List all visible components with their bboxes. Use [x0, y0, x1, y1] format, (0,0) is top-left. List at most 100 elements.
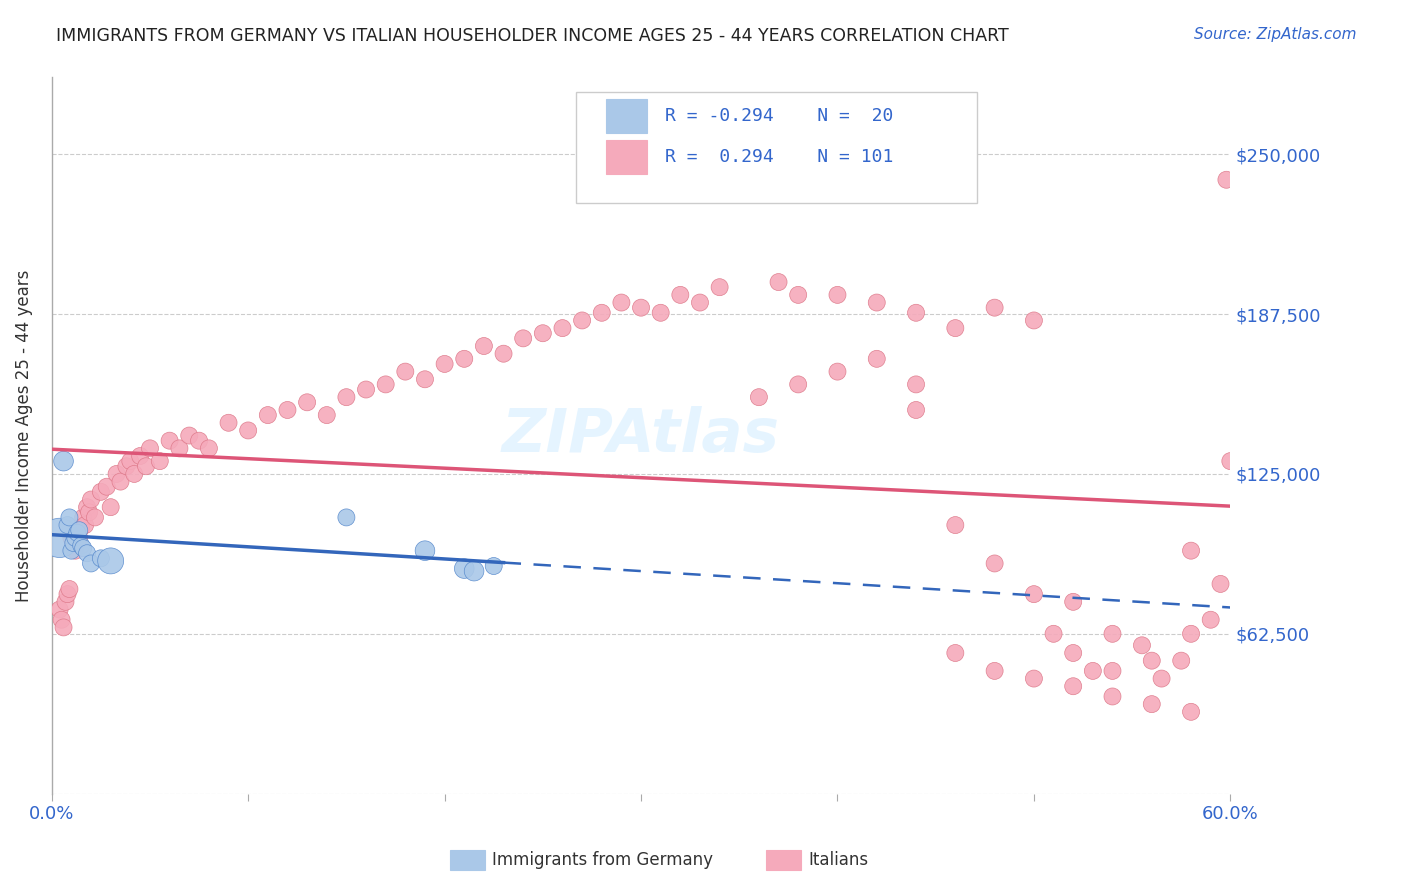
Point [62, 536, 84, 550]
Point [669, 288, 692, 302]
Point [768, 275, 790, 289]
Point [433, 357, 456, 371]
Point [413, 372, 436, 386]
Point [198, 442, 221, 456]
Point [48, 531, 70, 545]
Point [60, 531, 83, 545]
Point [129, 449, 152, 463]
Point [218, 416, 240, 430]
Point [1022, 313, 1045, 327]
Point [591, 306, 613, 320]
Point [374, 377, 396, 392]
Point [56, 587, 79, 601]
Point [571, 313, 593, 327]
Point [1180, 543, 1202, 558]
Point [512, 331, 534, 345]
Point [48, 602, 70, 616]
Point [56, 518, 79, 533]
Point [1140, 697, 1163, 711]
Point [463, 564, 485, 578]
Point [58, 510, 80, 524]
Point [1209, 577, 1232, 591]
Point [65, 543, 87, 558]
Point [315, 408, 337, 422]
Point [709, 280, 731, 294]
Point [66, 525, 89, 540]
Point [122, 467, 145, 481]
Point [60, 543, 83, 558]
Point [169, 442, 191, 456]
Point [110, 475, 132, 489]
Point [276, 403, 298, 417]
Point [238, 424, 260, 438]
Point [1170, 654, 1192, 668]
Point [1022, 672, 1045, 686]
Point [905, 306, 928, 320]
Point [787, 377, 810, 392]
Point [551, 321, 574, 335]
Point [90, 484, 112, 499]
Text: R = -0.294    N =  20: R = -0.294 N = 20 [665, 107, 893, 125]
Point [866, 295, 889, 310]
Point [531, 326, 554, 341]
Point [51, 613, 73, 627]
Point [65, 531, 87, 545]
Point [100, 554, 122, 568]
Point [1062, 679, 1084, 693]
Point [1101, 664, 1123, 678]
Point [100, 500, 122, 515]
Point [80, 492, 103, 507]
Point [983, 301, 1005, 315]
Point [983, 557, 1005, 571]
Point [748, 390, 770, 404]
Bar [606, 99, 647, 133]
Point [492, 347, 515, 361]
Point [1130, 638, 1153, 652]
Point [943, 321, 966, 335]
Point [482, 559, 505, 574]
Point [453, 561, 475, 575]
Text: Immigrants from Germany: Immigrants from Germany [492, 851, 713, 869]
Point [413, 543, 436, 558]
Text: R =  0.294    N = 101: R = 0.294 N = 101 [665, 148, 893, 166]
Point [295, 395, 318, 409]
Point [55, 595, 77, 609]
Point [76, 500, 98, 515]
Point [335, 390, 357, 404]
Point [354, 383, 377, 397]
Point [1180, 705, 1202, 719]
Point [787, 288, 810, 302]
Point [335, 510, 357, 524]
Point [120, 454, 142, 468]
Point [905, 403, 928, 417]
Point [70, 539, 93, 553]
Point [1199, 613, 1222, 627]
Point [1062, 646, 1084, 660]
Point [1101, 690, 1123, 704]
Point [1150, 672, 1173, 686]
Point [1215, 173, 1237, 187]
Point [1042, 627, 1064, 641]
Point [905, 377, 928, 392]
Point [179, 428, 201, 442]
Point [650, 306, 672, 320]
Point [84, 510, 107, 524]
Point [76, 546, 98, 560]
Text: IMMIGRANTS FROM GERMANY VS ITALIAN HOUSEHOLDER INCOME AGES 25 - 44 YEARS CORRELA: IMMIGRANTS FROM GERMANY VS ITALIAN HOUSE… [56, 27, 1010, 45]
Point [1022, 587, 1045, 601]
Point [610, 295, 633, 310]
Point [1101, 627, 1123, 641]
Point [1219, 454, 1241, 468]
Point [827, 365, 849, 379]
Y-axis label: Householder Income Ages 25 - 44 years: Householder Income Ages 25 - 44 years [15, 269, 32, 602]
Point [135, 459, 157, 474]
Point [827, 288, 849, 302]
Point [115, 459, 138, 474]
Point [67, 531, 90, 545]
Point [1140, 654, 1163, 668]
Point [105, 467, 128, 481]
Point [630, 301, 652, 315]
Point [866, 351, 889, 366]
Point [72, 510, 94, 524]
Point [943, 646, 966, 660]
